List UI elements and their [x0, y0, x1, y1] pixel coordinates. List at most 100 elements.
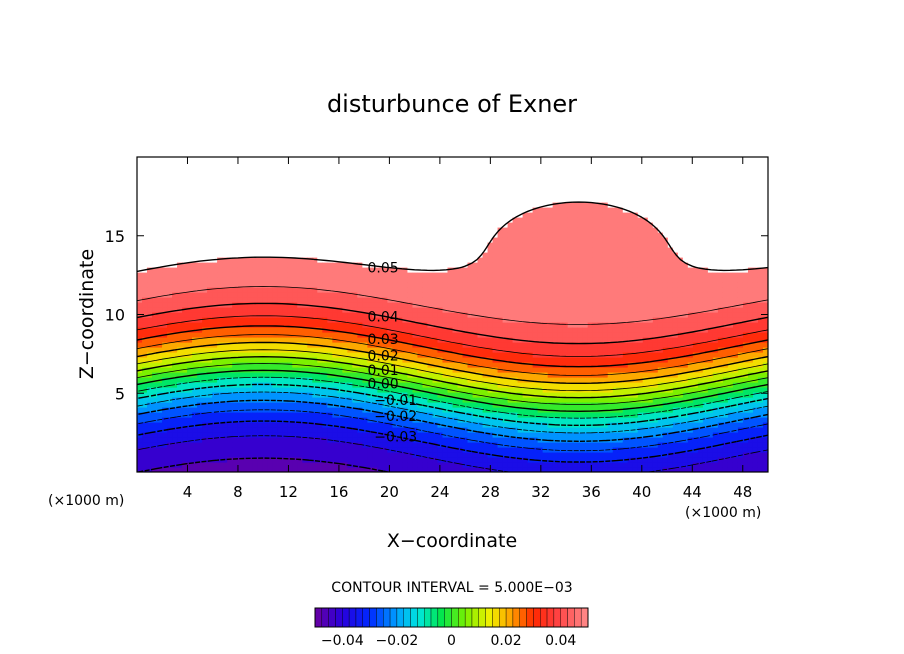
field-cell [522, 357, 529, 363]
field-cell [222, 217, 228, 223]
field-cell [342, 392, 348, 398]
field-cell [502, 332, 509, 338]
field-cell [392, 287, 399, 293]
field-cell [522, 202, 529, 208]
field-cell [307, 327, 313, 333]
field-cell [162, 372, 168, 378]
field-cell [387, 272, 394, 278]
field-cell [177, 182, 183, 188]
field-cell [367, 362, 373, 368]
field-cell [472, 197, 479, 203]
field-cell [227, 412, 233, 418]
field-cell [147, 322, 153, 328]
field-cell [172, 422, 178, 428]
field-cell [327, 382, 333, 388]
field-cell [377, 292, 383, 298]
field-cell [427, 437, 434, 443]
field-cell [407, 367, 414, 373]
field-cell [317, 417, 323, 423]
field-cell [167, 367, 173, 373]
field-cell [492, 392, 499, 398]
field-cell [277, 297, 283, 303]
field-cell [452, 412, 459, 418]
field-cell [342, 442, 348, 448]
field-cell [407, 397, 414, 403]
field-cell [392, 192, 399, 198]
field-cell [322, 452, 328, 458]
field-cell [352, 167, 358, 173]
field-cell [517, 252, 524, 258]
field-cell [377, 442, 383, 448]
field-cell [507, 242, 514, 248]
field-cell [382, 407, 388, 413]
field-cell [502, 327, 509, 333]
field-cell [387, 282, 394, 288]
field-cell [417, 162, 424, 168]
field-cell [362, 182, 368, 188]
field-cell [207, 462, 213, 468]
field-cell [267, 307, 273, 313]
field-cell [492, 407, 499, 413]
field-cell [297, 227, 303, 233]
field-cell [177, 227, 183, 233]
field-cell [387, 342, 394, 348]
field-cell [447, 262, 454, 268]
field-cell [387, 257, 394, 263]
field-cell [527, 247, 534, 253]
field-cell [182, 257, 188, 263]
field-cell [397, 327, 404, 333]
field-cell [177, 392, 183, 398]
field-cell [347, 402, 353, 408]
field-cell [502, 312, 509, 318]
field-cell [357, 467, 363, 472]
field-cell [492, 237, 499, 243]
field-cell [497, 362, 504, 368]
field-cell [372, 357, 378, 363]
field-cell [182, 162, 188, 168]
field-cell [257, 427, 263, 433]
field-cell [247, 187, 253, 193]
field-cell [252, 437, 258, 443]
field-cell [397, 457, 404, 463]
field-cell [517, 362, 524, 368]
field-cell [382, 442, 388, 448]
field-cell [187, 217, 193, 223]
field-cell [362, 202, 368, 208]
field-cell [277, 362, 283, 368]
field-cell [397, 292, 404, 298]
field-cell [172, 207, 178, 213]
field-cell [437, 332, 444, 338]
field-cell [232, 407, 238, 413]
field-cell [137, 352, 143, 358]
field-cell [317, 312, 323, 318]
field-cell [427, 272, 434, 278]
field-cell [517, 262, 524, 268]
field-cell [417, 332, 424, 338]
field-cell [482, 252, 489, 258]
field-cell [467, 417, 474, 423]
field-cell [422, 462, 429, 468]
field-cell [277, 237, 283, 243]
field-cell [177, 342, 183, 348]
field-cell [242, 292, 248, 298]
field-cell [227, 247, 233, 253]
field-cell [327, 157, 333, 163]
field-cell [312, 452, 318, 458]
field-cell [212, 282, 218, 288]
field-cell [382, 232, 388, 238]
field-cell [492, 262, 499, 268]
field-cell [387, 277, 394, 283]
field-cell [237, 342, 243, 348]
field-cell [152, 347, 158, 353]
field-cell [182, 417, 188, 423]
field-cell [507, 357, 514, 363]
field-cell [192, 217, 198, 223]
field-cell [187, 297, 193, 303]
field-cell [272, 197, 278, 203]
field-cell [222, 287, 228, 293]
field-cell [217, 317, 223, 323]
field-cell [342, 207, 348, 213]
field-cell [392, 357, 399, 363]
field-cell [277, 302, 283, 308]
field-cell [217, 222, 223, 228]
